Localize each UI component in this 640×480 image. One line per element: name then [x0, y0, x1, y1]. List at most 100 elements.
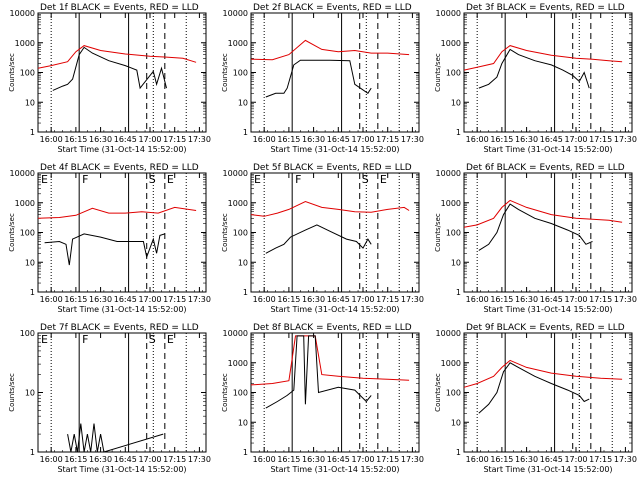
- x-tick-label: 16:30: [302, 295, 325, 304]
- interval-marker: E: [167, 173, 174, 186]
- x-tick-label: 17:30: [401, 135, 424, 144]
- x-tick-label: 16:15: [64, 295, 87, 304]
- x-tick-label: 16:00: [253, 455, 276, 464]
- y-tick-label: 1: [30, 128, 35, 137]
- y-tick-label: 1: [243, 288, 248, 297]
- y-tick-label: 1: [456, 128, 461, 137]
- events-series-line: [478, 362, 590, 414]
- y-tick-label: 1: [456, 288, 461, 297]
- events-series-line: [265, 335, 372, 409]
- x-axis-label: Start Time (31-Oct-14 15:52:00): [483, 305, 612, 314]
- x-tick-label: 16:00: [253, 135, 276, 144]
- x-tick-label: 16:15: [277, 295, 300, 304]
- x-tick-label: 17:15: [376, 295, 399, 304]
- x-tick-label: 16:45: [114, 135, 137, 144]
- y-tick-label: 100: [20, 69, 35, 78]
- x-tick-label: 17:15: [376, 455, 399, 464]
- lld-series-line: [37, 206, 197, 219]
- x-tick-label: 17:15: [589, 135, 612, 144]
- plot-frame: [37, 332, 207, 453]
- y-tick-label: 1000: [228, 359, 248, 368]
- y-tick-label: 10: [25, 389, 35, 398]
- x-tick-label: 17:30: [401, 295, 424, 304]
- lld-series-line: [463, 199, 623, 228]
- x-tick-label: 17:00: [564, 295, 587, 304]
- x-axis-label: Start Time (31-Oct-14 15:52:00): [270, 305, 399, 314]
- x-tick-label: 16:45: [540, 295, 563, 304]
- x-tick-label: 16:45: [540, 455, 563, 464]
- panel-det-3: Det 3f BLACK = Events, RED = LLD 1 10 100 10…: [434, 3, 637, 154]
- lld-series-line: [250, 200, 410, 217]
- y-tick-label: 100: [446, 229, 461, 238]
- x-tick-label: 17:30: [614, 455, 637, 464]
- x-tick-label: 16:30: [302, 455, 325, 464]
- lld-series-line: [250, 39, 410, 61]
- interval-marker: S: [149, 173, 156, 186]
- y-tick-label: 10: [25, 258, 35, 267]
- panel-title: Det 9f BLACK = Events, RED = LLD: [466, 323, 625, 333]
- interval-marker: E: [41, 173, 48, 186]
- events-series-line: [265, 59, 372, 98]
- x-tick-label: 17:00: [138, 455, 161, 464]
- x-tick-label: 17:30: [614, 295, 637, 304]
- panel-det-4: Det 4f BLACK = Events, RED = LLD 1 10 100 10…: [8, 163, 211, 314]
- x-axis-label: Start Time (31-Oct-14 15:52:00): [57, 465, 186, 474]
- x-tick-label: 16:00: [466, 135, 489, 144]
- lld-series-line: [463, 359, 623, 388]
- plot-frame: [463, 332, 633, 453]
- x-axis-label: Start Time (31-Oct-14 15:52:00): [483, 465, 612, 474]
- interval-marker: S: [362, 173, 369, 186]
- interval-marker: F: [295, 173, 301, 186]
- panel-det-1: Det 1f BLACK = Events, RED = LLD 1 10 100 10…: [8, 3, 211, 154]
- y-axis-label: Counts/sec: [8, 213, 16, 252]
- plot-frame: [463, 172, 633, 293]
- panel-det-5: Det 5f BLACK = Events, RED = LLD 1 10 100 10…: [221, 163, 424, 314]
- panel-det-8: Det 8f BLACK = Events, RED = LLD 1 10 100 10…: [221, 323, 424, 474]
- events-series-line: [478, 203, 593, 251]
- x-tick-label: 16:30: [515, 295, 538, 304]
- x-tick-label: 16:15: [490, 455, 513, 464]
- x-tick-label: 16:45: [114, 455, 137, 464]
- x-tick-label: 17:30: [401, 455, 424, 464]
- panel-det-2: Det 2f BLACK = Events, RED = LLD 1 10 100 10…: [221, 3, 424, 154]
- events-series-line: [44, 233, 165, 266]
- x-axis-label: Start Time (31-Oct-14 15:52:00): [57, 305, 186, 314]
- y-axis-label: Counts/sec: [8, 53, 16, 92]
- x-axis-label: Start Time (31-Oct-14 15:52:00): [57, 145, 186, 154]
- x-tick-label: 17:30: [188, 135, 211, 144]
- y-tick-label: 10000: [223, 9, 248, 18]
- x-tick-label: 16:30: [515, 455, 538, 464]
- y-tick-label: 10: [238, 418, 248, 427]
- lld-series-line: [463, 45, 623, 71]
- x-tick-label: 16:30: [302, 135, 325, 144]
- x-tick-label: 16:15: [277, 135, 300, 144]
- panel-title: Det 2f BLACK = Events, RED = LLD: [253, 3, 412, 13]
- y-axis-label: Counts/sec: [8, 373, 16, 412]
- x-tick-label: 16:15: [490, 135, 513, 144]
- events-series-line: [478, 48, 590, 89]
- y-tick-label: 10000: [223, 169, 248, 178]
- x-tick-label: 16:15: [490, 295, 513, 304]
- x-tick-label: 16:30: [515, 135, 538, 144]
- x-axis-label: Start Time (31-Oct-14 15:52:00): [270, 145, 399, 154]
- x-tick-label: 16:00: [40, 455, 63, 464]
- y-tick-label: 10: [451, 418, 461, 427]
- x-tick-label: 17:00: [564, 455, 587, 464]
- y-axis-label: Counts/sec: [434, 213, 442, 252]
- y-tick-label: 1: [456, 448, 461, 457]
- panel-title: Det 7f BLACK = Events, RED = LLD: [40, 323, 199, 333]
- x-tick-label: 16:15: [64, 135, 87, 144]
- events-series-line: [265, 224, 372, 254]
- panel-title: Det 1f BLACK = Events, RED = LLD: [40, 3, 199, 13]
- x-tick-label: 16:45: [327, 295, 350, 304]
- x-tick-label: 17:15: [163, 135, 186, 144]
- y-tick-label: 100: [233, 389, 248, 398]
- y-tick-label: 10: [25, 98, 35, 107]
- x-tick-label: 17:15: [163, 295, 186, 304]
- lld-series-line: [37, 45, 197, 69]
- x-tick-label: 16:00: [466, 295, 489, 304]
- y-tick-label: 1000: [15, 199, 35, 208]
- y-tick-label: 1000: [15, 39, 35, 48]
- y-tick-label: 1000: [441, 359, 461, 368]
- panel-title: Det 5f BLACK = Events, RED = LLD: [253, 163, 412, 173]
